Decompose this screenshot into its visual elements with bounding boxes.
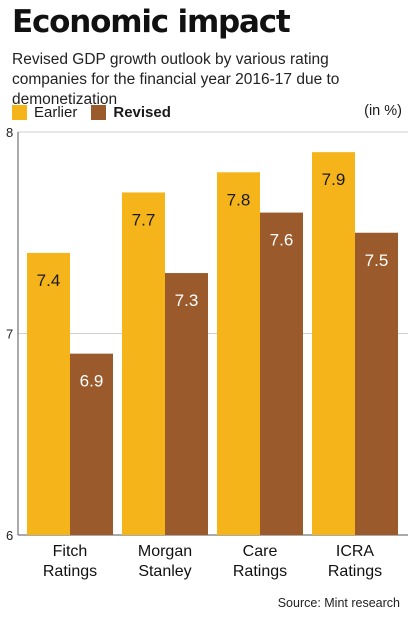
chart-subtitle: Revised GDP growth outlook by various ra… [12,51,340,108]
data-label-revised-3: 7.5 [365,251,389,270]
bar-revised-2 [260,212,303,535]
bar-revised-0 [70,353,113,535]
bar-revised-1 [165,273,208,535]
x-tick-label-1-0: Morgan [138,543,192,560]
legend-swatch-earlier [12,104,27,120]
y-tick-label-6: 6 [6,528,13,543]
legend-label-earlier: Earlier [34,103,78,121]
bar-earlier-2 [217,172,260,536]
source-note: Source: Mint research [277,596,400,610]
y-tick-label-8: 8 [6,125,13,140]
bar-earlier-3 [312,152,355,535]
legend-swatch-revised [91,104,107,120]
x-tick-label-1-1: Stanley [138,563,191,580]
data-label-earlier-1: 7.7 [132,210,156,229]
data-label-revised-0: 6.9 [80,372,104,391]
legend-item-revised: Revised [91,104,171,121]
data-label-revised-1: 7.3 [175,291,199,310]
x-tick-label-2-1: Ratings [233,563,287,580]
unit-label: (in %) [364,103,402,119]
y-tick-label-7: 7 [6,327,13,342]
x-tick-label-0-0: Fitch [53,543,88,560]
data-label-earlier-3: 7.9 [322,170,346,189]
data-label-earlier-2: 7.8 [227,190,251,209]
x-tick-label-0-1: Ratings [43,563,97,580]
data-label-revised-2: 7.6 [270,231,294,250]
data-label-earlier-0: 7.4 [37,271,61,290]
x-tick-label-2-0: Care [243,543,278,560]
bar-revised-3 [355,232,398,535]
bar-earlier-1 [122,192,165,535]
legend: Earlier Revised [12,102,185,122]
legend-item-earlier: Earlier [12,104,77,121]
legend-label-revised: Revised [113,103,171,121]
x-tick-label-3-0: ICRA [336,543,375,560]
chart-title: Economic impact [12,4,291,40]
bar-earlier-0 [27,252,70,535]
x-tick-label-3-1: Ratings [328,563,382,580]
